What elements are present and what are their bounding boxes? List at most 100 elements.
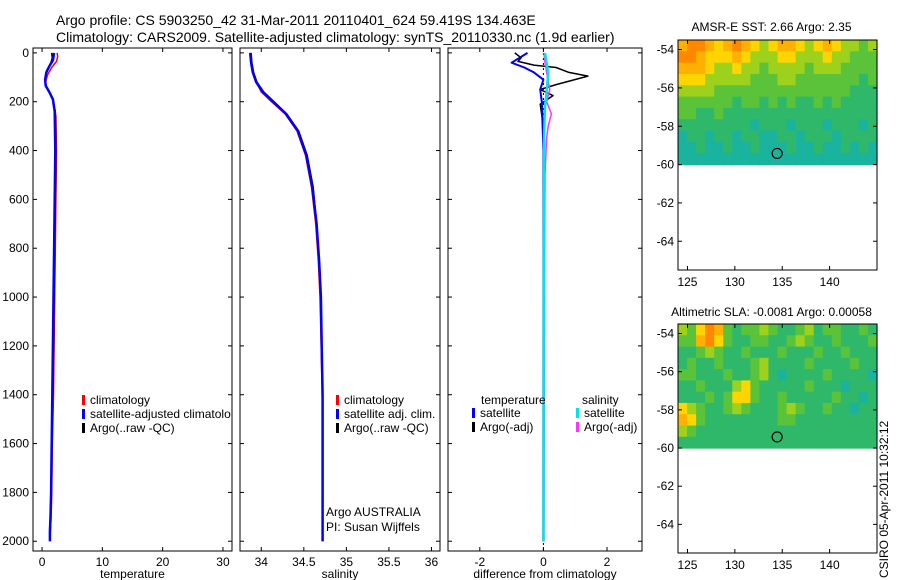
sla_map-cell [759,369,770,381]
sla_map-cell [768,380,779,393]
salinity-legend-item-swatch [336,423,339,433]
sla_map-cell [741,402,751,415]
sst_map-cell [741,130,751,143]
sla_map-cell [678,380,688,393]
sst_map-cell [714,130,724,143]
salinity-legend-item-swatch [336,395,339,405]
sst_map-cell [795,96,806,109]
salinity-legend-item-label: Argo(..raw -QC) [344,421,429,435]
sla_map-cell [849,402,860,415]
sla_map-cell [696,402,706,415]
sst_map-cell [858,73,869,86]
sst_map-cell [813,40,824,52]
sla_map-cell [723,346,733,359]
sst_map-cell [840,96,851,109]
sst_map-cell [732,73,742,86]
sla_map-cell [768,414,779,427]
sst_map-cell [750,51,761,64]
sst_map-cell [723,96,733,109]
sst_map-cell [732,153,742,166]
sla_map-cell [777,346,788,359]
sla_map-cell [804,414,815,427]
sla_map-cell [858,414,869,427]
temperature-ytick-label: 400 [9,144,29,158]
sst_map-cell [795,62,806,75]
sst_map-cell [858,85,869,98]
sla_map-cell [696,425,706,438]
temperature-series-satellite-adjusted-climatology [43,52,57,542]
temperature-xtick-label: 10 [96,555,110,569]
sst_map-cell [741,141,751,154]
sla_map-cell [849,357,860,370]
sst_map-cell [723,119,733,132]
sla_map-cell [813,346,824,359]
sla_map-cell [732,380,742,393]
sst_map-cell [786,73,797,86]
sla_map-cell [813,425,824,438]
figure-title-line-2: Climatology: CARS2009. Satellite-adjuste… [56,29,614,45]
sla_map-cell [723,369,733,381]
temperature-ytick-label: 1600 [2,437,29,451]
sla_map-cell [741,357,751,370]
sst_map-cell [786,107,797,120]
sst_map-cell [750,141,761,154]
sla_map-cell [831,335,842,348]
sst_map-cell [687,141,697,154]
sla_map-cell [840,335,851,348]
sst_map-cell [777,130,788,143]
sla_map-cell [822,346,833,359]
sst_map-cell [858,96,869,109]
sla_map-cell [696,391,706,404]
sla_map-cell [678,425,688,438]
sst_map-cell [786,153,797,166]
sla_map-ytick-label: -60 [657,441,675,455]
sla_map-cell [768,335,779,348]
difference-series-salinity-satellite [542,52,550,542]
sst_map-cell [741,73,751,86]
salinity-legend-item-label: climatology [344,393,404,407]
difference-legend-item-swatch [576,422,579,432]
sst_map-cell [732,141,742,154]
sst_map-cell [678,130,688,143]
sst_map-cell [849,40,860,52]
sst_map-cell [795,119,806,132]
sst_map-cell [849,153,860,166]
salinity-legend-item-swatch [336,409,339,419]
sla_map-cell [687,357,697,370]
temperature-ytick-label: 2000 [2,534,29,548]
sla_map-cell [822,357,833,370]
sst_map-cell [813,73,824,86]
sst_map-cell [678,141,688,154]
sst_map-cell [768,51,779,64]
sst_map-cell [678,51,688,64]
sla_map-cell [858,369,869,381]
sst_map-cell [678,107,688,120]
sla_map-cell [831,346,842,359]
sla_map-cell [795,425,806,438]
sla_map-cell [732,414,742,427]
sst_map-cell [813,130,824,143]
difference-legend-title: temperature [481,393,546,407]
sla_map-cell [687,414,697,427]
sla_map-cell [732,324,742,336]
sla_map-cell [804,324,815,336]
sla_map-cell [750,414,761,427]
sla_map-cell [813,391,824,404]
sla_map-cell [768,357,779,370]
sla_map-cell [777,436,788,449]
sla_map-cell [678,335,688,348]
sla_map-cell [822,324,833,336]
sla_map-cell [723,414,733,427]
sst_map-cell [750,107,761,120]
sst_map-cell [822,73,833,86]
sla_map-cell [759,335,770,348]
sla_map-cell [750,357,761,370]
sst_map-cell [759,130,770,143]
sst_map-cell [777,119,788,132]
temperature-legend-item-swatch [82,395,85,405]
sst_map-cell [840,119,851,132]
sst_map-cell [822,51,833,64]
sla_map-cell [867,414,878,427]
sla_map-cell [867,425,878,438]
sst_map-cell [822,85,833,98]
